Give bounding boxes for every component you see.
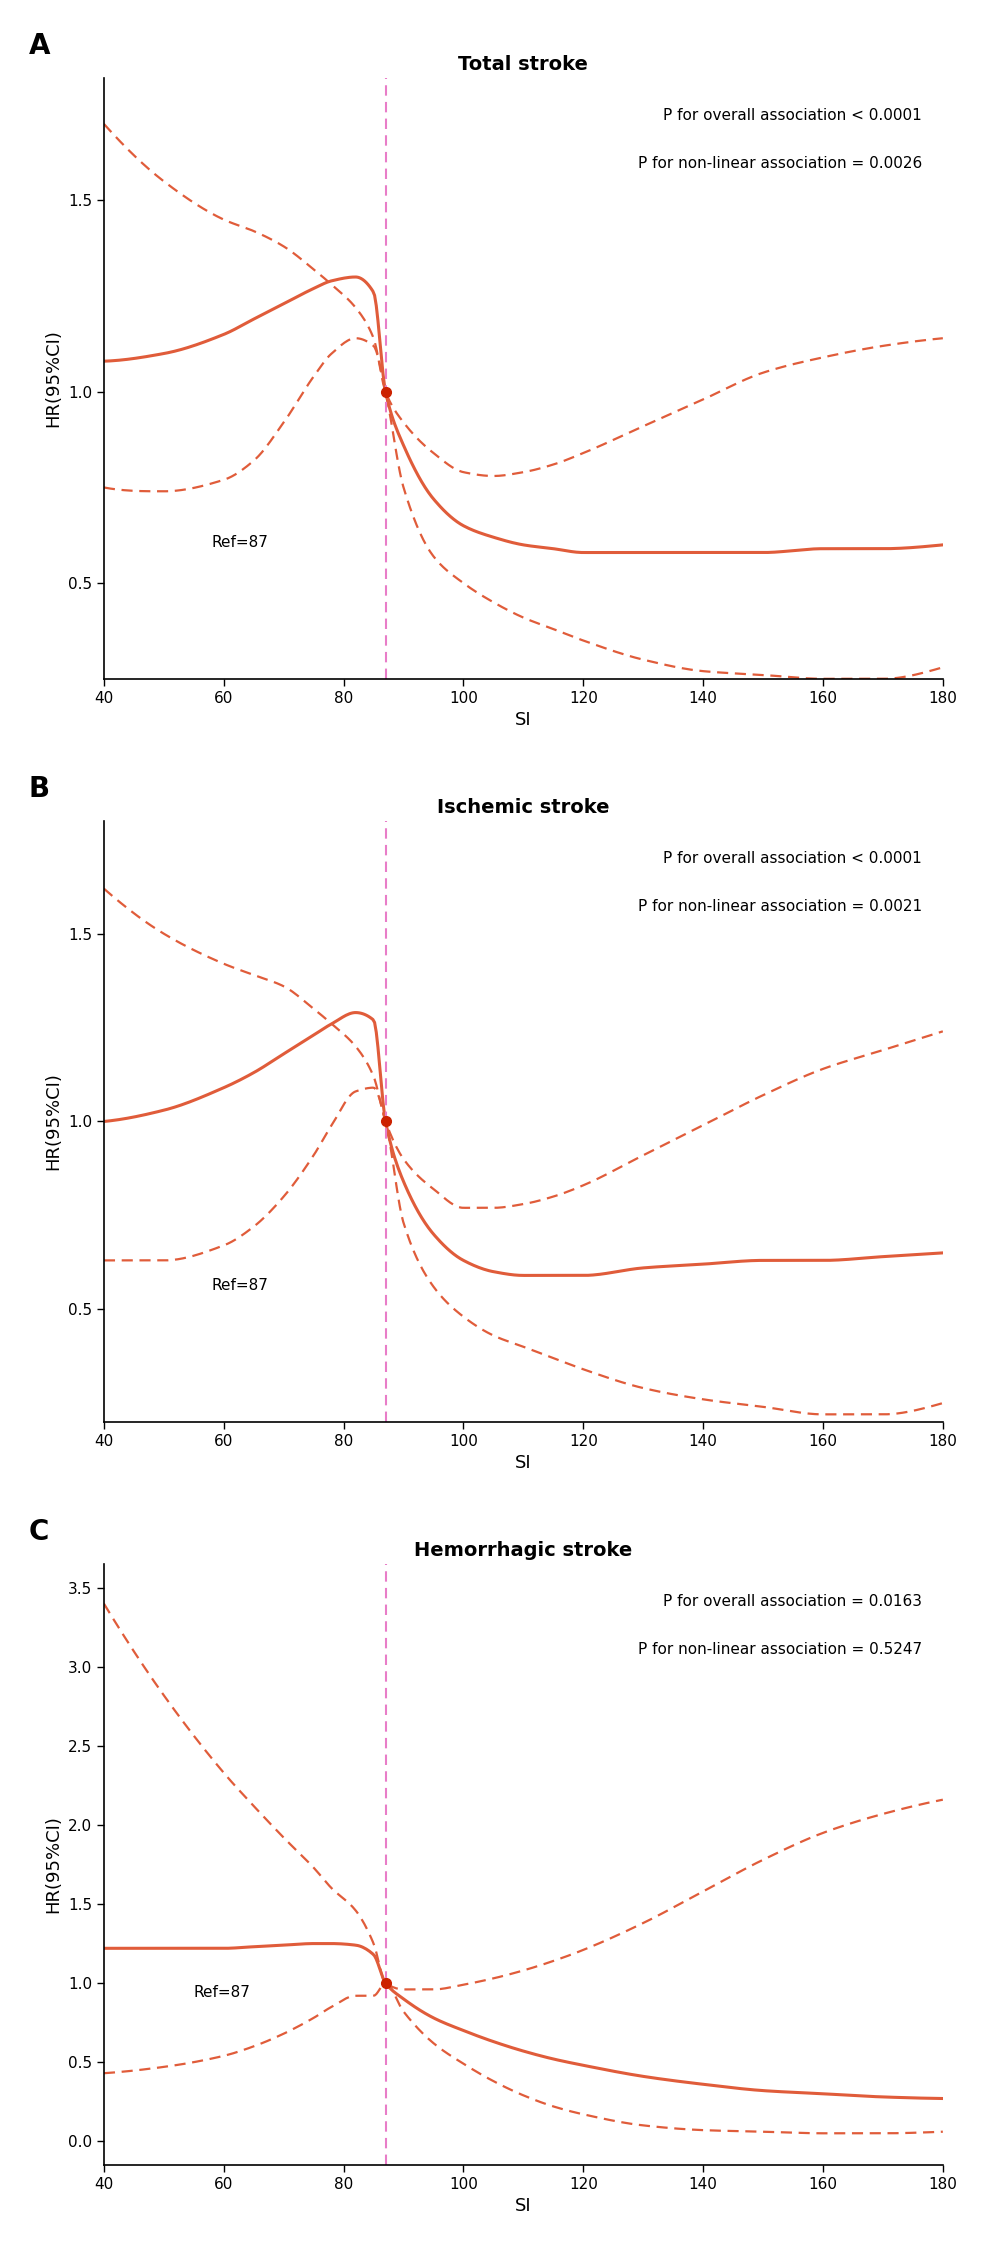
Title: Total stroke: Total stroke	[458, 54, 588, 74]
Title: Hemorrhagic stroke: Hemorrhagic stroke	[415, 1541, 633, 1559]
Text: P for overall association < 0.0001: P for overall association < 0.0001	[663, 108, 922, 124]
Text: P for non-linear association = 0.5247: P for non-linear association = 0.5247	[638, 1642, 922, 1658]
Text: B: B	[29, 774, 50, 803]
Text: P for non-linear association = 0.0021: P for non-linear association = 0.0021	[638, 900, 922, 914]
Text: Ref=87: Ref=87	[211, 536, 269, 549]
Title: Ischemic stroke: Ischemic stroke	[437, 799, 610, 817]
Text: P for non-linear association = 0.0026: P for non-linear association = 0.0026	[638, 155, 922, 171]
Text: A: A	[29, 32, 50, 61]
Text: P for overall association = 0.0163: P for overall association = 0.0163	[663, 1595, 922, 1609]
Y-axis label: HR(95%CI): HR(95%CI)	[45, 1073, 62, 1170]
X-axis label: SI: SI	[515, 1454, 532, 1472]
X-axis label: SI: SI	[515, 2198, 532, 2216]
Text: Ref=87: Ref=87	[211, 1278, 269, 1294]
X-axis label: SI: SI	[515, 711, 532, 729]
Text: C: C	[29, 1519, 49, 1546]
Y-axis label: HR(95%CI): HR(95%CI)	[45, 328, 62, 428]
Text: Ref=87: Ref=87	[193, 1984, 251, 2000]
Y-axis label: HR(95%CI): HR(95%CI)	[45, 1816, 62, 1912]
Text: P for overall association < 0.0001: P for overall association < 0.0001	[663, 850, 922, 866]
